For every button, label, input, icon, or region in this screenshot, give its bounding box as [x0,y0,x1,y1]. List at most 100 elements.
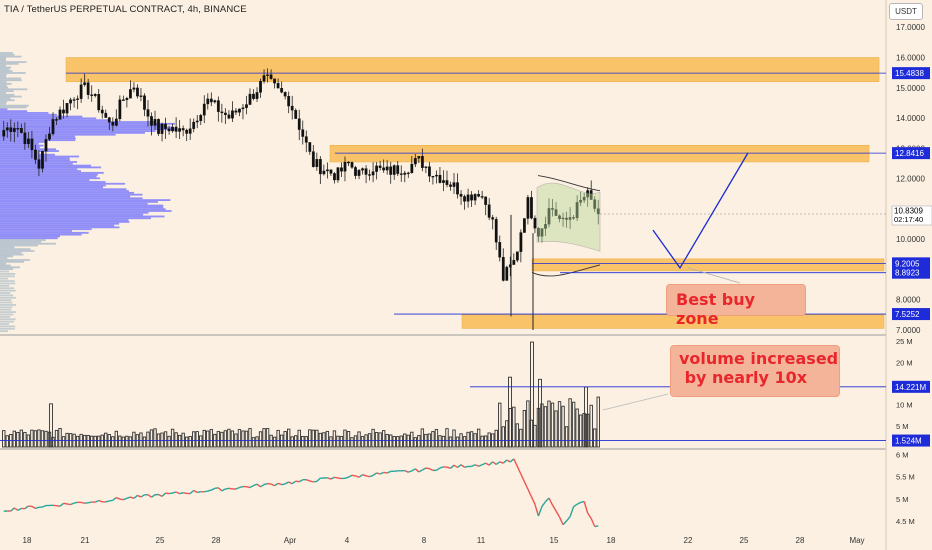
profile-row [0,268,14,271]
profile-row [0,208,166,211]
profile-row [0,308,12,311]
volume-bar [413,437,418,448]
profile-row [0,81,7,83]
candle [420,148,424,172]
profile-row [0,124,166,127]
candle-body [104,112,108,118]
indicator-segment [446,466,451,469]
x-tick-label: May [849,536,864,545]
candle-body [466,194,470,202]
price-marker: 8.8923 [892,266,930,279]
candle-body [164,123,167,129]
profile-row [0,231,89,234]
indicator-segment [288,481,293,485]
volume-bar [241,430,245,448]
candle [389,161,393,184]
indicator-segment [576,501,581,505]
candle-body [357,170,361,176]
candle-body [129,89,132,99]
candle-body [2,130,6,137]
candle [231,101,234,122]
volume-bar [82,434,87,448]
candle-body [452,182,456,187]
currency-selector[interactable]: USDT [889,3,923,20]
candle-body [508,264,512,268]
candle-body [522,218,526,233]
candle-body [27,138,30,145]
volume-bar [522,410,527,448]
indicator-segment [140,494,145,498]
indicator-segment [453,464,458,469]
indicator-segment [274,482,279,487]
indicator-segment [316,477,321,482]
profile-row [0,313,14,316]
candle [399,165,403,182]
candle-body [167,128,171,132]
volume-bar [311,429,315,448]
volume-bar [216,431,221,448]
volume-bar [448,436,453,448]
indicator-segment [284,481,290,485]
profile-row [0,202,148,205]
volume-bar [237,429,242,448]
best-buy-zone-note[interactable]: Best buy zone [666,284,806,328]
indicator-segment [10,507,15,512]
volume-bar [75,435,80,448]
indicator-segment [478,464,483,467]
x-tick-label: 25 [740,536,749,545]
volume-bar [290,436,294,448]
candle [350,161,354,169]
indicator-segment [281,483,286,486]
candle [589,180,593,200]
volume-bar [346,431,351,448]
profile-row [0,119,110,122]
x-tick-label: 8 [422,536,427,545]
indicator-segment [270,483,275,487]
volume-bar [86,434,90,448]
candle-body [491,217,495,220]
x-tick-label: 11 [477,536,486,545]
candle-body [150,116,153,126]
candle-body [241,107,245,110]
indicator-segment [13,507,19,511]
candle [512,253,516,265]
indicator-segment [105,500,110,503]
volume-bar [125,435,129,448]
volume-bar [480,435,484,448]
volume-increase-note[interactable]: volume increased by nearly 10x [670,345,840,397]
volume-bar [540,403,544,448]
candle-body [308,142,312,152]
profile-row [0,166,102,169]
profile-row [0,318,16,321]
volume-bar [283,431,287,448]
candle-body [442,180,445,183]
candle-body [12,128,16,132]
candle-body [216,100,220,112]
profile-row [0,184,106,187]
candle [58,106,62,120]
candle [118,95,122,122]
candle [480,190,484,200]
profile-row [0,233,82,236]
candle [354,165,357,180]
candle-body [136,87,139,97]
candle [139,87,143,102]
indicator-segment [249,484,254,489]
candle-body [515,251,519,261]
candle [216,96,220,122]
profile-row [0,213,144,216]
upper-band [537,175,601,192]
profile-row [0,325,16,328]
countdown-label: 02:17:40 [894,215,923,224]
lower-band [531,264,601,277]
candle-body [586,190,590,198]
volume-spike [538,378,542,448]
candle-body [146,109,150,117]
symbol-title[interactable]: TIA / TetherUS PERPETUAL CONTRACT, 4h, B… [4,4,247,15]
candle [181,125,185,137]
candle [297,109,301,141]
candle [575,195,579,222]
profile-row [0,246,15,249]
candle [23,122,27,150]
